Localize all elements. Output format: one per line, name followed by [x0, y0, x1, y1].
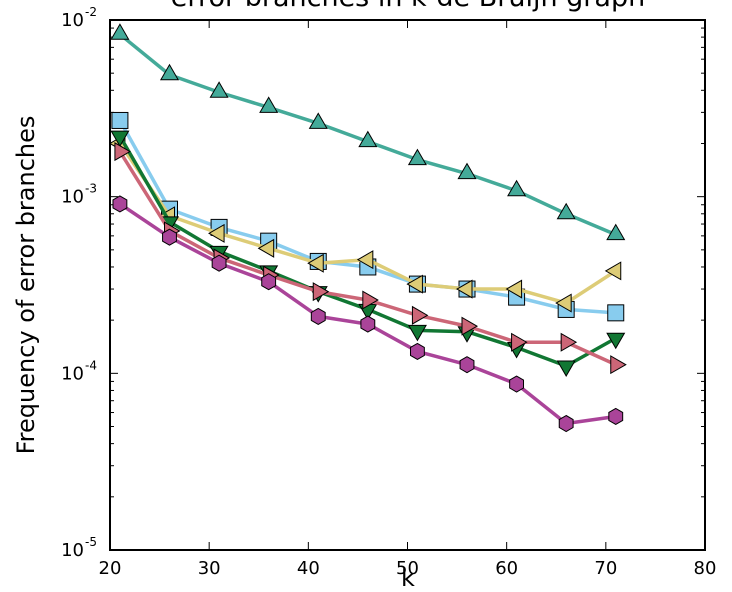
data-point-triangle-up: [358, 130, 378, 148]
data-point-triangle-right: [511, 332, 528, 352]
y-tick-label-base: 10: [61, 363, 84, 384]
data-point-triangle-up: [556, 202, 576, 220]
y-tick-label-base: 10: [61, 10, 84, 31]
series-hexagon: [112, 195, 624, 433]
x-tick-label: 20: [99, 558, 122, 579]
data-point-triangle-up: [457, 162, 477, 180]
x-tick-label: 50: [396, 558, 419, 579]
data-point-triangle-right: [362, 290, 379, 310]
data-point-triangle-up: [159, 63, 180, 81]
chart-title: error branches in k-de Bruijn graph: [171, 0, 645, 13]
data-point-triangle-right: [610, 355, 627, 375]
plot-frame: [109, 19, 706, 551]
data-point-hexagon: [409, 342, 425, 361]
data-point-triangle-left: [604, 261, 622, 281]
data-point-hexagon: [558, 414, 574, 433]
data-point-hexagon: [459, 356, 475, 374]
series-layer: [108, 23, 627, 433]
data-point-triangle-left: [555, 293, 572, 313]
x-tick-label: 80: [694, 558, 717, 579]
data-point-triangle-left: [455, 279, 473, 299]
data-point-triangle-up: [209, 81, 229, 98]
data-point-square: [111, 111, 129, 129]
data-point-triangle-up: [507, 179, 527, 197]
data-point-hexagon: [360, 315, 376, 333]
series-triangle-left: [108, 133, 622, 313]
data-point-square: [607, 304, 625, 322]
data-point-triangle-left: [406, 274, 423, 294]
data-point-triangle-up: [606, 223, 626, 241]
data-point-triangle-left: [307, 253, 324, 273]
series-triangle-up: [110, 23, 626, 241]
data-point-triangle-right: [411, 305, 429, 325]
data-point-triangle-left: [208, 223, 225, 243]
x-tick-label: 30: [198, 558, 221, 579]
data-point-hexagon: [261, 273, 277, 291]
data-point-hexagon: [162, 228, 177, 246]
data-point-triangle-up: [407, 148, 427, 166]
data-point-triangle-left: [257, 238, 275, 258]
data-point-triangle-right: [114, 142, 131, 162]
data-point-hexagon: [112, 195, 128, 213]
data-point-triangle-right: [461, 316, 479, 336]
series-line: [118, 142, 617, 305]
data-point-triangle-up: [110, 23, 130, 40]
data-point-triangle-right: [560, 332, 578, 352]
x-axis-label: k: [401, 564, 415, 592]
y-tick-label-exponent: -3: [85, 182, 97, 196]
y-tick-label-base: 10: [61, 540, 84, 561]
data-point-triangle-left: [356, 250, 374, 270]
x-tick-label: 40: [297, 558, 320, 579]
y-tick-label-exponent: -5: [85, 535, 97, 549]
data-point-triangle-up: [308, 112, 328, 129]
series-triangle-down: [110, 130, 626, 378]
data-point-triangle-up: [259, 96, 279, 113]
data-point-triangle-down: [556, 360, 576, 378]
y-tick-label-exponent: -4: [85, 358, 97, 372]
data-point-hexagon: [211, 254, 227, 272]
data-point-triangle-down: [407, 324, 427, 342]
series-line: [118, 119, 616, 315]
y-tick-label-exponent: -2: [85, 5, 97, 19]
data-point-triangle-down: [606, 332, 626, 350]
data-point-hexagon: [310, 307, 326, 325]
data-point-triangle-left: [505, 279, 523, 299]
data-point-triangle-down: [110, 130, 130, 148]
y-tick-label-base: 10: [61, 187, 84, 208]
y-axis-label: Frequency of error branches: [12, 116, 40, 455]
plot-area: [109, 19, 706, 551]
x-tick-label: 70: [594, 558, 617, 579]
data-point-hexagon: [608, 407, 624, 426]
x-tick-label: 60: [495, 558, 518, 579]
data-point-hexagon: [509, 375, 525, 393]
data-point-triangle-right: [312, 282, 330, 302]
